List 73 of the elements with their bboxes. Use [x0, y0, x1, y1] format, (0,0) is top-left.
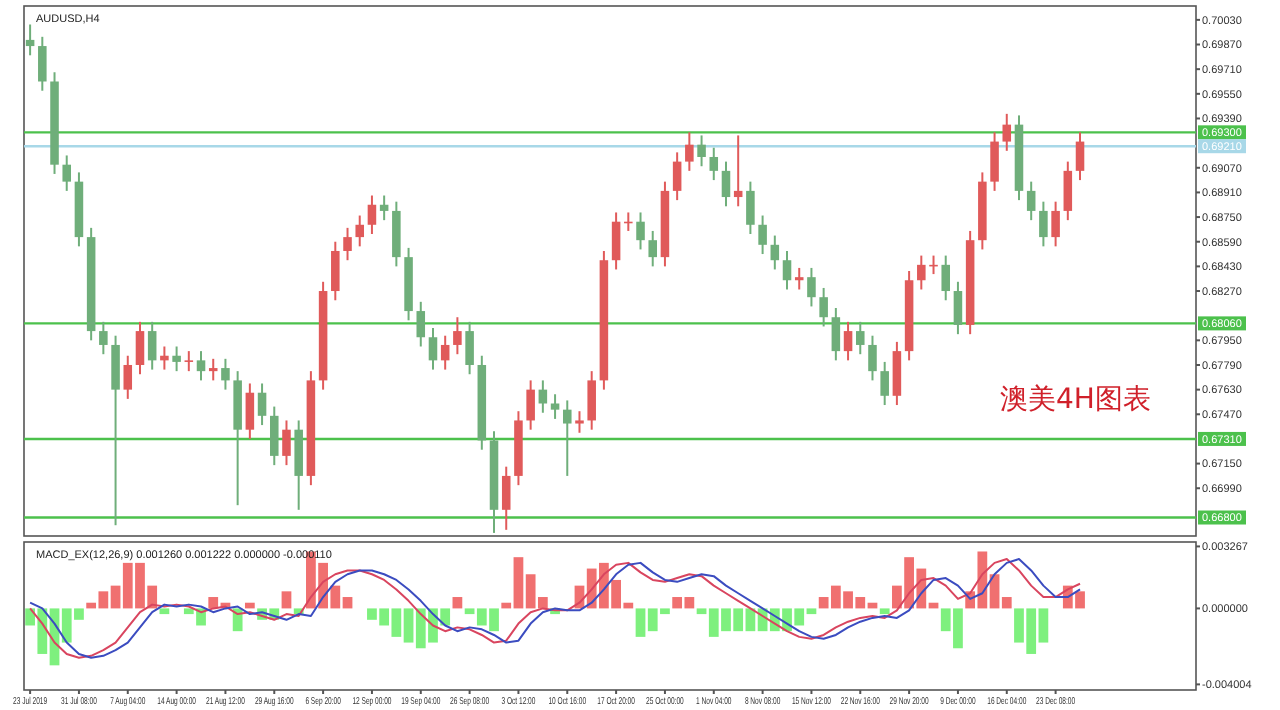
candlestick [721, 160, 731, 208]
candlestick [807, 266, 816, 308]
bar [879, 608, 890, 615]
candlestick [416, 300, 426, 348]
candlestick [282, 419, 291, 467]
candlestick [99, 320, 108, 356]
candlestick [953, 280, 963, 336]
candlestick [526, 379, 535, 431]
candlestick [782, 249, 792, 291]
candlestick [672, 151, 682, 202]
candlestick [990, 131, 999, 192]
candlestick [587, 370, 596, 431]
candlestick [270, 405, 279, 467]
candlestick [868, 334, 877, 382]
candlestick [367, 194, 377, 236]
candlestick [1002, 112, 1012, 152]
candlestick [1026, 180, 1036, 222]
line-series [29, 558, 1082, 659]
candlestick [428, 327, 438, 371]
candlestick [1063, 160, 1073, 222]
candlestick [563, 399, 572, 477]
candlestick [221, 357, 230, 391]
candlestick [160, 345, 169, 371]
candlestick [25, 23, 35, 57]
candlestick [831, 306, 841, 362]
candlestick [453, 316, 462, 356]
candlestick [123, 354, 133, 400]
bar [281, 591, 292, 609]
annotation: 澳美4H图表 [1000, 384, 1151, 416]
candlestick [245, 382, 255, 440]
candlestick [697, 134, 706, 168]
bar [159, 608, 170, 615]
candlestick [331, 240, 340, 302]
candlestick [135, 320, 145, 376]
candlestick [794, 266, 804, 291]
candlestick [1039, 200, 1048, 248]
candlestick [575, 410, 584, 434]
candlestick [208, 357, 218, 382]
candlestick [501, 465, 511, 531]
candlestick [758, 214, 767, 256]
candlestick [1051, 200, 1060, 248]
candlestick [843, 320, 853, 362]
candlestick [294, 419, 303, 511]
candlestick [685, 131, 694, 172]
candlestick [196, 350, 206, 382]
candlestick [611, 211, 621, 271]
candlestick [343, 226, 352, 262]
candlestick [147, 320, 157, 371]
candlestick [892, 340, 902, 407]
candlestick [38, 35, 47, 92]
candlestick [819, 286, 828, 328]
candlestick [538, 379, 548, 414]
candlestick [550, 393, 560, 420]
candlestick [379, 194, 389, 222]
candlestick [172, 345, 181, 373]
candlestick [465, 320, 474, 376]
candlestick [636, 211, 645, 251]
candlestick [746, 180, 755, 236]
candlestick [62, 154, 71, 192]
candlestick [941, 254, 950, 302]
candlestick [733, 134, 743, 208]
candlestick [856, 320, 865, 356]
candlestick [355, 214, 364, 248]
candlestick [111, 334, 120, 527]
candlestick [392, 200, 401, 268]
candlestick [257, 382, 267, 427]
candlestick [648, 229, 657, 268]
candlestick [709, 146, 719, 182]
candlestick [1075, 131, 1085, 182]
candlestick [880, 360, 889, 407]
candlestick [184, 350, 194, 373]
candlestick [440, 334, 450, 371]
candlestick [770, 234, 780, 271]
